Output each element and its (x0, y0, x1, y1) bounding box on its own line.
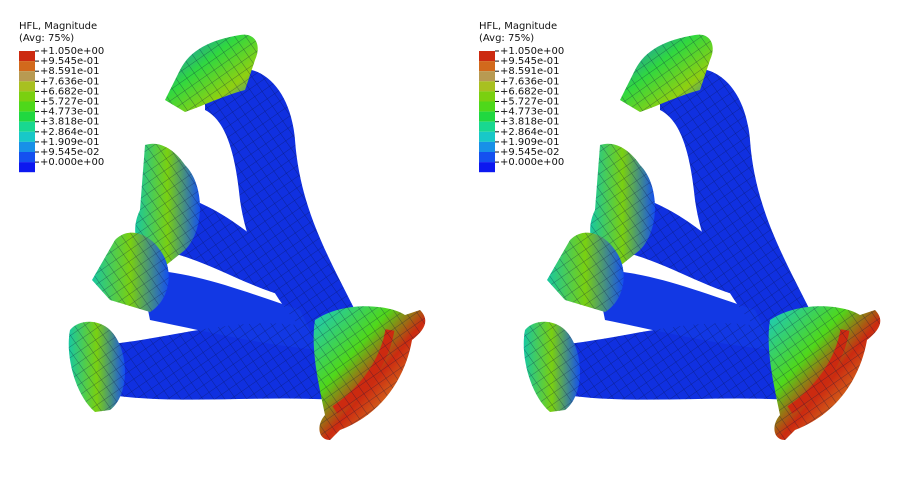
legend-swatch (479, 121, 495, 132)
legend-label: +4.773e-01 (500, 107, 560, 118)
legend-label: +6.682e-01 (40, 86, 100, 97)
legend-swatch (19, 81, 35, 92)
legend-swatch (19, 111, 35, 122)
legend-label: +8.591e-01 (500, 66, 560, 77)
legend-label: +9.545e-01 (500, 56, 560, 67)
model-view-left (69, 35, 426, 440)
legend-swatch (19, 131, 35, 142)
legend-swatch (479, 81, 495, 92)
legend-swatch (19, 121, 35, 132)
legend-label: +9.545e-02 (500, 147, 560, 158)
legend-label: +3.818e-01 (40, 117, 100, 128)
legend-label: +5.727e-01 (40, 97, 100, 108)
legend-label: +8.591e-01 (40, 66, 100, 77)
legend-swatch (479, 51, 495, 62)
legend-label: +0.000e+00 (40, 157, 104, 168)
legend-swatch (479, 162, 495, 173)
legend-swatch (479, 101, 495, 112)
legend-swatch (479, 61, 495, 72)
legend-label: +1.909e-01 (500, 137, 560, 148)
legend-label: +5.727e-01 (500, 97, 560, 108)
legend-swatch (19, 71, 35, 82)
legend-swatch (19, 51, 35, 62)
legend-label: +9.545e-01 (40, 56, 100, 67)
legend-label: +3.818e-01 (500, 117, 560, 128)
legend-label: +4.773e-01 (40, 107, 100, 118)
legend-label: +2.864e-01 (40, 127, 100, 138)
legend-swatch (479, 71, 495, 82)
legend-label: +7.636e-01 (40, 76, 100, 87)
legend-subtitle: (Avg: 75%) (19, 33, 74, 44)
legend-title: HFL, Magnitude (479, 21, 557, 32)
legend-swatch (479, 152, 495, 163)
legend-swatch (479, 91, 495, 102)
legend-title: HFL, Magnitude (19, 21, 97, 32)
legend-swatch (19, 61, 35, 72)
legend-swatch (479, 111, 495, 122)
legend-label: +1.050e+00 (40, 46, 104, 57)
legend-label: +2.864e-01 (500, 127, 560, 138)
legend-swatch (19, 91, 35, 102)
legend-label: +6.682e-01 (500, 86, 560, 97)
legend-subtitle: (Avg: 75%) (479, 33, 534, 44)
legend-label: +1.050e+00 (500, 46, 564, 57)
legend-label: +1.909e-01 (40, 137, 100, 148)
model-view-right (524, 35, 881, 440)
legend-swatch (19, 152, 35, 163)
legend-swatch (479, 141, 495, 152)
legend-swatch (19, 162, 35, 173)
legend-label: +9.545e-02 (40, 147, 100, 158)
legend-swatch (479, 131, 495, 142)
legend-label: +7.636e-01 (500, 76, 560, 87)
legend-swatch (19, 141, 35, 152)
legend-swatch (19, 101, 35, 112)
legend-label: +0.000e+00 (500, 157, 564, 168)
